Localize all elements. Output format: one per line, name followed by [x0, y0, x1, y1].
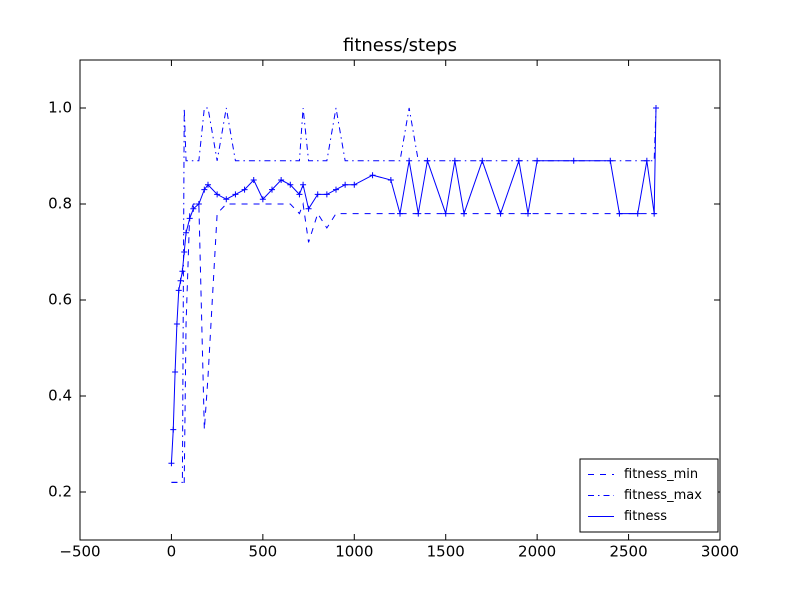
marker — [186, 215, 193, 222]
marker — [369, 172, 376, 179]
marker — [181, 249, 188, 255]
marker — [300, 181, 307, 188]
marker — [653, 105, 659, 111]
marker — [515, 157, 522, 164]
marker — [351, 181, 358, 188]
marker — [177, 277, 184, 284]
marker — [342, 181, 349, 188]
marker — [424, 157, 431, 164]
marker — [616, 210, 623, 217]
marker — [634, 210, 641, 217]
marker — [525, 210, 531, 217]
marker — [397, 210, 403, 217]
marker — [278, 177, 285, 183]
marker — [305, 205, 312, 212]
marker — [250, 177, 257, 183]
marker — [223, 196, 230, 203]
x-tick-label: 2000 — [518, 543, 556, 561]
series-line — [170, 107, 657, 464]
marker — [232, 191, 239, 198]
legend-box — [579, 458, 719, 533]
chart-title: fitness/steps — [343, 35, 457, 56]
marker — [172, 369, 179, 375]
marker — [442, 210, 449, 217]
marker — [173, 321, 180, 327]
marker — [651, 210, 658, 217]
y-tick-label: 0.6 — [48, 291, 72, 309]
marker — [241, 186, 248, 193]
marker — [415, 210, 422, 217]
x-tick-label: 1000 — [335, 543, 373, 561]
series-line — [171, 202, 656, 483]
marker — [296, 191, 303, 198]
x-tick-label: 500 — [249, 543, 278, 561]
marker — [479, 157, 486, 164]
marker — [534, 157, 541, 164]
y-tick-label: 0.2 — [48, 483, 72, 501]
marker — [607, 157, 614, 164]
marker — [643, 157, 650, 164]
marker — [195, 201, 202, 207]
marker — [497, 210, 504, 217]
marker — [190, 205, 197, 212]
y-tick-label: 0.8 — [48, 195, 72, 213]
marker — [175, 287, 182, 294]
marker — [269, 186, 275, 193]
x-tick-label: 0 — [167, 543, 177, 561]
y-tick-label: 1.0 — [48, 99, 72, 117]
x-tick-label: 2500 — [609, 543, 647, 561]
legend-label: fitness_min — [624, 467, 698, 482]
marker — [333, 186, 339, 193]
marker — [287, 181, 294, 188]
x-tick-label: 3000 — [701, 543, 739, 561]
marker — [205, 181, 211, 188]
x-tick-label: −500 — [59, 543, 100, 561]
y-tick-label: 0.4 — [48, 387, 72, 405]
marker — [179, 268, 186, 275]
marker — [170, 426, 177, 433]
x-tick-label: 1500 — [427, 543, 465, 561]
marker — [314, 191, 321, 198]
marker — [168, 460, 175, 467]
marker — [387, 177, 394, 183]
legend-label: fitness_max — [624, 488, 702, 503]
marker — [323, 191, 330, 198]
marker — [461, 210, 467, 217]
marker — [183, 229, 190, 236]
legend-label: fitness — [624, 509, 667, 524]
marker — [214, 191, 221, 198]
plot-frame — [79, 59, 721, 541]
marker — [406, 157, 413, 164]
marker — [201, 186, 208, 193]
marker — [259, 196, 266, 203]
marker — [451, 157, 458, 164]
marker — [570, 157, 577, 164]
